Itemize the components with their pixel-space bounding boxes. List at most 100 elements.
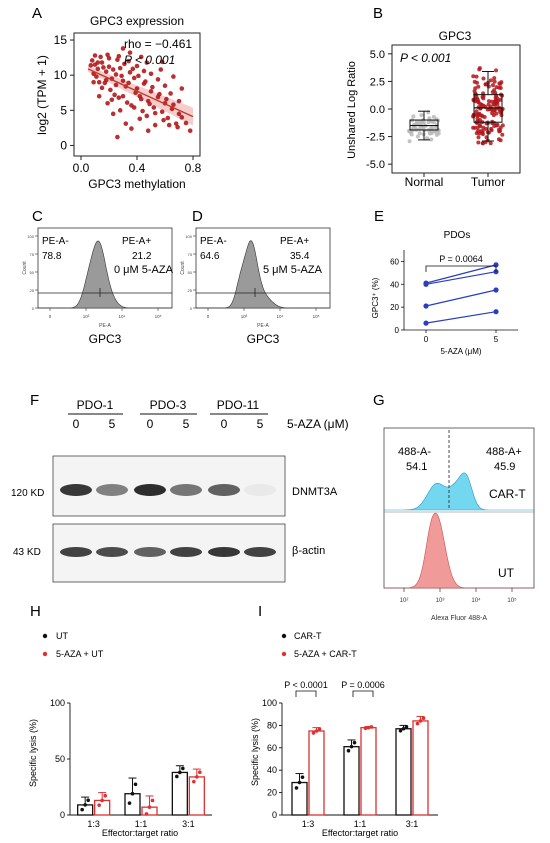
panel-f-band-dnmt3a xyxy=(96,484,128,496)
panel-e-p-value: P = 0.0064 xyxy=(439,254,483,264)
panel-b-point xyxy=(495,98,500,103)
panel-a-point xyxy=(175,124,180,130)
panel-d-treatment: 5 μM 5-AZA xyxy=(263,264,323,276)
panel-a-point xyxy=(127,50,133,55)
panel-d-x-tick-label: 10³ xyxy=(241,314,248,319)
panel-a-point xyxy=(122,61,127,67)
panel-a-point xyxy=(103,69,109,74)
panel-a-point xyxy=(120,93,126,99)
panel-e-x-label: 5-AZA (μM) xyxy=(440,347,481,356)
panel-a-point xyxy=(101,65,106,70)
panel-a-point xyxy=(137,116,143,122)
panel-a-point xyxy=(134,63,140,69)
panel-b-point xyxy=(497,129,502,134)
panel-i-bar xyxy=(308,730,325,816)
panel-i-bracket-1 xyxy=(295,690,317,697)
panel-a-point xyxy=(145,128,151,133)
panel-a-point xyxy=(176,98,182,104)
panel-c-y-tick-label: 50 xyxy=(30,270,35,275)
panel-b-point xyxy=(425,136,430,141)
panel-h-replicate-point xyxy=(80,807,84,812)
panel-i-bar xyxy=(395,728,412,816)
panel-a-fit-line xyxy=(87,68,194,118)
panel-b-point xyxy=(472,125,477,130)
panel-i-x-tick-label: 1:1 xyxy=(354,819,367,829)
panel-b-point xyxy=(436,131,441,136)
panel-a-x-tick-label: 0.4 xyxy=(129,161,146,175)
panel-f-band-dnmt3a xyxy=(170,484,202,496)
panel-f-kd-bottom: 43 KD xyxy=(13,547,41,558)
panel-e-point xyxy=(493,309,499,315)
panel-e-y-tick-label: 40 xyxy=(390,280,399,289)
panel-a-point xyxy=(144,60,150,65)
panel-a-point xyxy=(116,53,122,59)
panel-b-point xyxy=(434,125,439,130)
panel-a-point xyxy=(106,64,112,70)
panel-b-point xyxy=(471,74,476,79)
panel-a-point xyxy=(95,60,101,65)
panel-a-p-value: P < 0.001 xyxy=(124,53,175,67)
panel-f-band-actin xyxy=(244,547,276,557)
panel-a-points xyxy=(88,46,193,140)
panel-b-point xyxy=(480,132,485,137)
panel-a-point xyxy=(173,121,179,126)
panel-e-axes: 0 20 40 60 0 5 xyxy=(390,250,518,344)
panel-b-y-tick-label: 2.5 xyxy=(370,76,385,88)
panel-i-replicate-point xyxy=(363,726,368,731)
panel-d-x-tick-label: 10⁵ xyxy=(313,314,320,319)
panel-b-point xyxy=(489,99,494,104)
panel-c-y-tick-label: 75 xyxy=(30,252,35,257)
panel-e-letter: E xyxy=(374,208,384,225)
panel-e-series-line xyxy=(425,271,497,285)
panel-i: I CAR-T 5-AZA + CAR-T 0 20 40 60 80 100 1:3 1:1… xyxy=(250,603,438,838)
panel-b-title: GPC3 xyxy=(439,29,472,43)
panel-a-point xyxy=(131,105,137,110)
panel-b-point xyxy=(411,114,416,119)
panel-a-point xyxy=(131,75,137,81)
panel-b-y-tick-label: -5.0 xyxy=(366,159,385,171)
panel-d-y-tick-label: 50 xyxy=(188,270,193,275)
panel-b-point xyxy=(488,141,493,146)
panel-c-x-tick-label: 10⁴ xyxy=(119,314,126,319)
panel-h-axes: 0 50 100 1:3 1:1 3:1 xyxy=(50,698,212,829)
panel-a-point xyxy=(103,77,109,83)
panel-b-y-label: Unshared Log Ratio xyxy=(346,61,358,159)
panel-a-point xyxy=(164,96,169,102)
panel-a-point xyxy=(136,73,141,79)
panel-i-legend-aza: 5-AZA + CAR-T xyxy=(294,649,357,659)
panel-b-point xyxy=(477,131,482,136)
panel-a-point xyxy=(120,78,126,84)
panel-h-y-tick-label: 0 xyxy=(60,810,65,820)
panel-b-point xyxy=(495,122,500,127)
panel-f-group-pdo3: PDO-3 xyxy=(150,398,187,412)
panel-c-letter: C xyxy=(32,208,43,225)
panel-g-x-tick-label: 10² xyxy=(400,598,409,604)
panel-c-histogram xyxy=(38,240,172,309)
panel-f-band-actin xyxy=(170,547,202,557)
panel-b-point xyxy=(478,124,483,129)
panel-a-point xyxy=(94,74,99,79)
panel-g-gate-left: 488-A- xyxy=(398,446,431,458)
panel-f-band-actin xyxy=(208,547,240,557)
panel-h-letter: H xyxy=(30,603,41,620)
panel-a-point xyxy=(115,134,120,140)
panel-a-x-tick-label: 0.8 xyxy=(185,161,202,175)
panel-i-replicate-point xyxy=(297,780,302,785)
panel-b-y-tick-label: -2.5 xyxy=(366,132,385,144)
panel-g-x-tick-label: 10⁵ xyxy=(507,597,517,604)
panel-d-value-right: 35.4 xyxy=(290,251,310,262)
panel-d-value-left: 64.6 xyxy=(200,251,220,262)
panel-f-bands-actin xyxy=(60,547,276,557)
panel-c-y-tick-label: 25 xyxy=(30,288,35,293)
panel-b-point xyxy=(480,95,485,100)
panel-f: F PDO-1 PDO-3 PDO-11 0 5 0 5 0 5 5-AZA (μM) 1… xyxy=(11,392,349,583)
panel-a-y-tick-label: 15 xyxy=(54,33,68,47)
panel-a-point xyxy=(117,65,123,71)
panel-e-y-tick-label: 20 xyxy=(390,303,399,312)
panel-a-x-tick-label: 0.0 xyxy=(73,161,90,175)
panel-e-series-line xyxy=(425,311,497,324)
panel-a-point xyxy=(119,73,124,79)
panel-h-replicate-point xyxy=(100,798,104,803)
panel-i-y-label: Specific lysis (%) xyxy=(250,718,260,786)
panel-f-dose-label: 5 xyxy=(257,417,264,431)
